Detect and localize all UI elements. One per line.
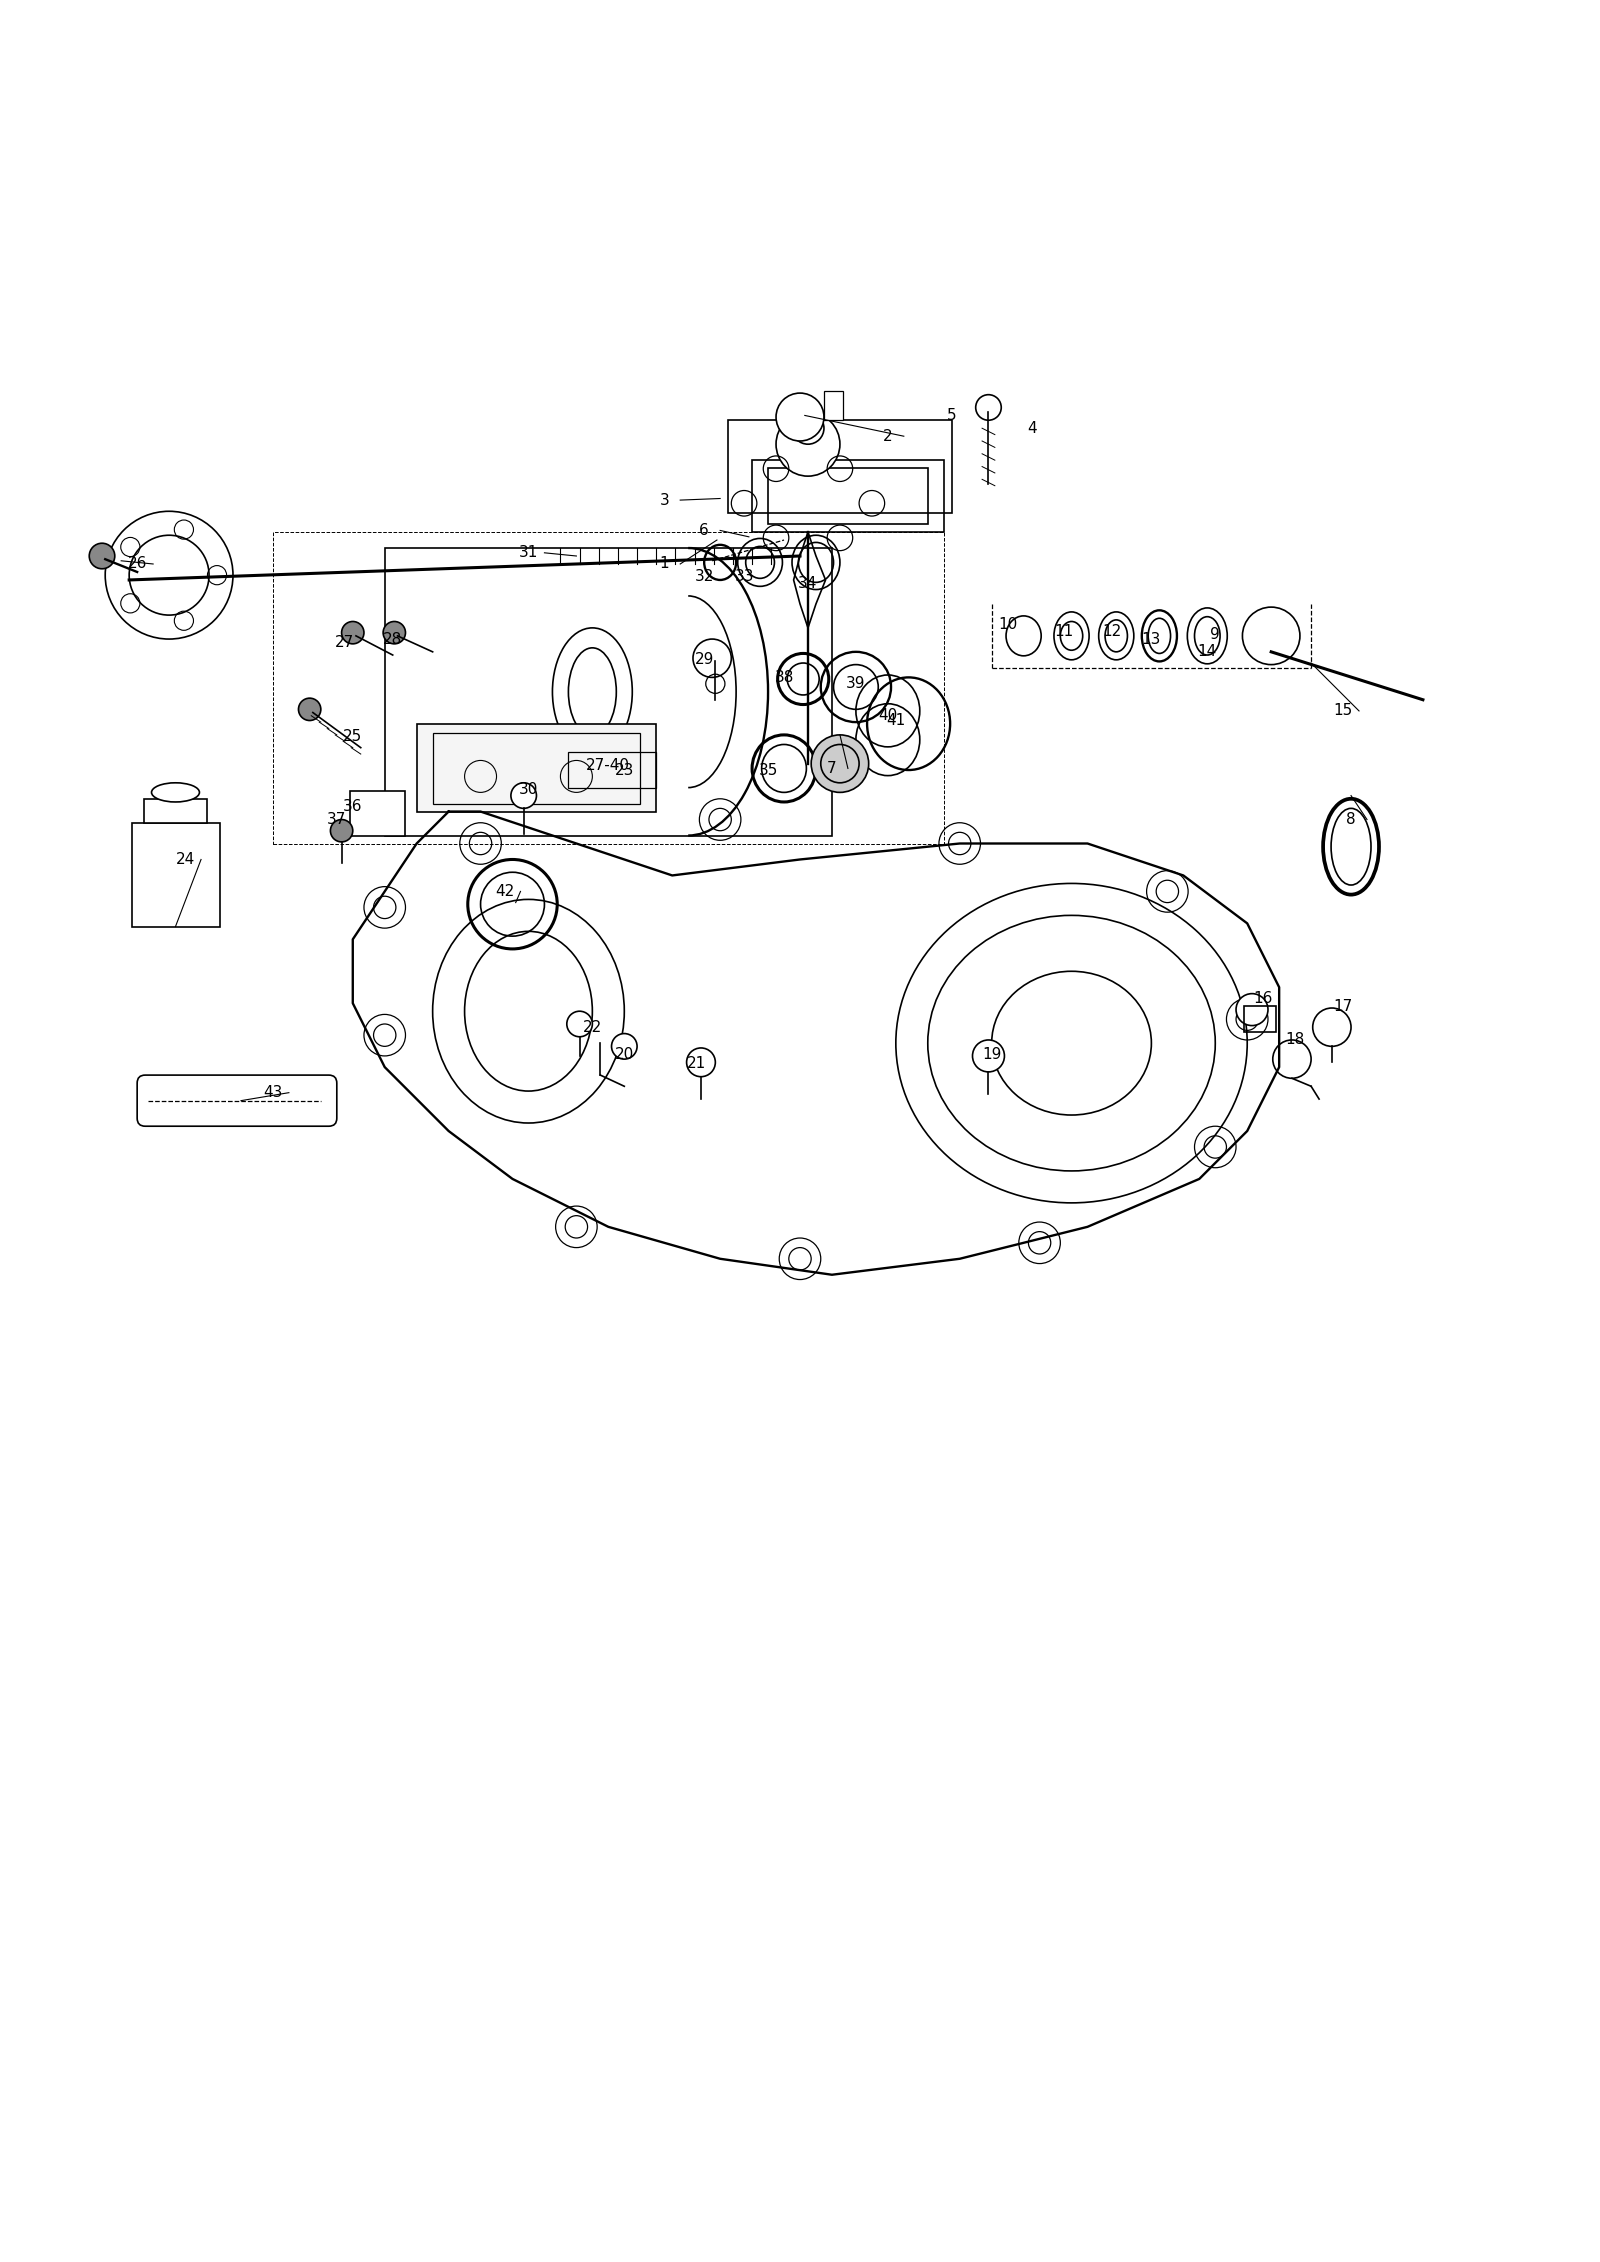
Circle shape — [693, 640, 731, 676]
Circle shape — [1272, 1041, 1310, 1079]
Text: 20: 20 — [614, 1047, 634, 1061]
Text: 31: 31 — [518, 545, 538, 561]
Circle shape — [1312, 1009, 1350, 1047]
Text: 37: 37 — [326, 812, 347, 828]
Circle shape — [341, 622, 363, 645]
Text: 3: 3 — [659, 493, 669, 507]
Text: 10: 10 — [998, 618, 1018, 631]
Text: 9: 9 — [1211, 627, 1221, 642]
Text: 5: 5 — [947, 407, 957, 423]
Bar — [568, 753, 656, 787]
Text: 16: 16 — [1253, 991, 1274, 1007]
Bar — [274, 532, 944, 844]
Text: 43: 43 — [264, 1086, 283, 1099]
Bar — [416, 724, 656, 812]
Bar — [768, 468, 928, 525]
Text: 23: 23 — [614, 762, 634, 778]
Text: 33: 33 — [734, 570, 754, 584]
Circle shape — [776, 412, 840, 475]
Text: 18: 18 — [1285, 1031, 1304, 1047]
Bar — [824, 391, 843, 421]
Circle shape — [811, 735, 869, 792]
Text: 14: 14 — [1198, 645, 1218, 658]
Text: 35: 35 — [758, 762, 778, 778]
Text: 36: 36 — [342, 798, 363, 814]
Text: 25: 25 — [342, 728, 363, 744]
Circle shape — [611, 1034, 637, 1059]
Text: 40: 40 — [878, 708, 898, 724]
Bar — [432, 733, 640, 803]
Text: 6: 6 — [699, 523, 709, 538]
Text: 42: 42 — [494, 884, 514, 898]
Text: 38: 38 — [774, 670, 794, 685]
Bar — [144, 798, 208, 823]
Circle shape — [973, 1041, 1005, 1072]
Text: 24: 24 — [176, 853, 195, 866]
Text: 15: 15 — [1333, 703, 1352, 719]
Circle shape — [90, 543, 115, 568]
Bar — [349, 792, 405, 835]
Text: 11: 11 — [1054, 624, 1074, 638]
Text: 7: 7 — [827, 760, 837, 776]
Text: 17: 17 — [1333, 1000, 1352, 1013]
Circle shape — [106, 511, 234, 640]
Text: 29: 29 — [694, 651, 714, 667]
Circle shape — [566, 1011, 592, 1036]
Text: 12: 12 — [1102, 624, 1122, 638]
Bar — [728, 421, 952, 513]
Text: 26: 26 — [128, 556, 147, 572]
Bar — [384, 547, 832, 835]
Text: 32: 32 — [694, 570, 714, 584]
Text: 28: 28 — [382, 631, 402, 647]
Text: 27-40: 27-40 — [586, 758, 630, 774]
Circle shape — [510, 783, 536, 808]
Bar — [752, 459, 944, 532]
Text: 4: 4 — [1027, 421, 1037, 437]
Circle shape — [331, 819, 352, 841]
Circle shape — [776, 394, 824, 441]
Circle shape — [686, 1047, 715, 1077]
Circle shape — [976, 394, 1002, 421]
Text: 8: 8 — [1346, 812, 1355, 828]
Text: 2: 2 — [883, 430, 893, 443]
Text: 39: 39 — [846, 676, 866, 692]
Circle shape — [299, 699, 322, 722]
FancyBboxPatch shape — [138, 1074, 338, 1126]
Text: 41: 41 — [886, 713, 906, 728]
Text: 34: 34 — [798, 575, 818, 590]
Text: 1: 1 — [659, 556, 669, 572]
Text: 13: 13 — [1142, 631, 1162, 647]
Text: 21: 21 — [686, 1056, 706, 1072]
Bar — [133, 823, 221, 927]
Text: 30: 30 — [518, 783, 538, 796]
Circle shape — [1237, 993, 1267, 1025]
Text: 22: 22 — [582, 1020, 602, 1034]
Ellipse shape — [152, 783, 200, 803]
Text: 19: 19 — [982, 1047, 1002, 1061]
Bar — [1245, 1007, 1275, 1031]
Text: 27: 27 — [334, 636, 355, 649]
Circle shape — [382, 622, 405, 645]
